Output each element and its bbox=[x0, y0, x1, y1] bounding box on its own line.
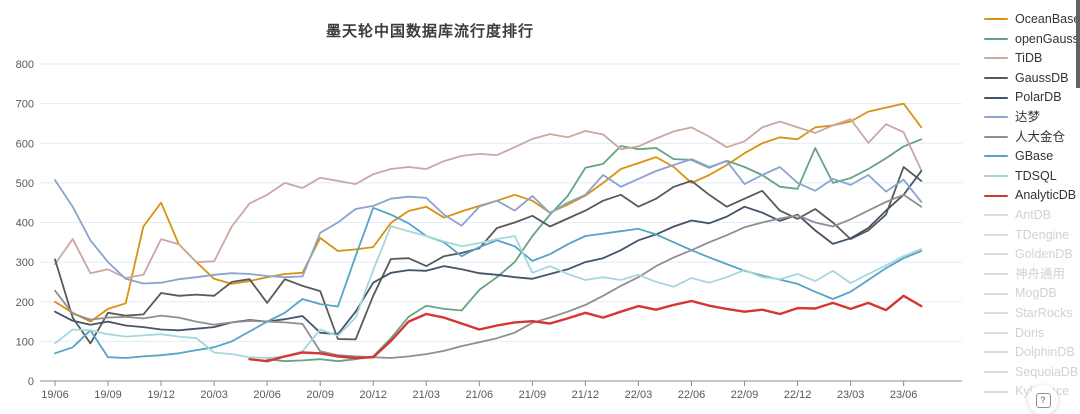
y-axis-label: 400 bbox=[16, 218, 34, 230]
legend-label: MogDB bbox=[1015, 286, 1057, 301]
series-line-TiDB bbox=[54, 118, 923, 279]
y-axis-label: 0 bbox=[28, 376, 34, 388]
y-axis-label: 100 bbox=[16, 336, 34, 348]
legend-label: GaussDB bbox=[1015, 70, 1069, 85]
legend-item-TDengine[interactable]: TDengine bbox=[984, 229, 1080, 242]
legend-item-PolarDB[interactable]: PolarDB bbox=[984, 91, 1080, 104]
x-axis-label: 23/03 bbox=[837, 389, 865, 401]
legend-label: SequoiaDB bbox=[1015, 364, 1079, 379]
legend-line-icon bbox=[984, 57, 1008, 60]
series-line-openGauss bbox=[266, 138, 923, 363]
legend-item-GBase[interactable]: GBase bbox=[984, 150, 1080, 163]
legend-label: 人大金仓 bbox=[1015, 129, 1066, 144]
legend-line-icon bbox=[984, 37, 1008, 40]
legend-line-icon bbox=[984, 390, 1008, 393]
legend-item-AntDB[interactable]: AntDB bbox=[984, 209, 1080, 222]
legend-item-OceanBase[interactable]: OceanBase bbox=[984, 13, 1080, 26]
x-axis-label: 22/06 bbox=[678, 389, 706, 401]
legend-label: openGauss bbox=[1015, 31, 1079, 46]
legend-line-icon bbox=[984, 77, 1008, 80]
y-axis-label: 500 bbox=[16, 178, 34, 190]
legend-line-icon bbox=[984, 331, 1008, 334]
x-axis-label: 19/09 bbox=[94, 389, 122, 401]
series-line-AnalyticDB bbox=[248, 294, 923, 363]
legend-label: GoldenDB bbox=[1015, 247, 1073, 262]
legend-line-icon bbox=[984, 155, 1008, 158]
legend-item-神舟通用[interactable]: 神舟通用 bbox=[984, 268, 1080, 281]
legend-label: TDSQL bbox=[1015, 168, 1057, 183]
legend-label: OceanBase bbox=[1015, 12, 1080, 27]
x-axis-label: 21/09 bbox=[519, 389, 547, 401]
x-axis-label: 23/06 bbox=[890, 389, 918, 401]
legend-line-icon bbox=[984, 253, 1008, 256]
chart-title: 墨天轮中国数据库流行度排行 bbox=[325, 23, 534, 40]
x-axis-label: 20/06 bbox=[253, 389, 281, 401]
line-chart-canvas[interactable]: 0 100 200 300 400 500 600 700 800 19/06 19/09 19/12… bbox=[0, 0, 975, 410]
legend-item-达梦[interactable]: 达梦 bbox=[984, 111, 1080, 124]
x-axis-label: 20/03 bbox=[200, 389, 228, 401]
legend-item-人大金仓[interactable]: 人大金仓 bbox=[984, 131, 1080, 144]
legend-line-icon bbox=[984, 312, 1008, 315]
x-axis-label: 19/06 bbox=[41, 389, 69, 401]
legend-label: 神舟通用 bbox=[1015, 266, 1066, 281]
legend-line-icon bbox=[984, 233, 1008, 236]
legend: OceanBase openGauss TiDB GaussDB PolarDB 达梦人大… bbox=[984, 13, 1080, 405]
legend-label: 达梦 bbox=[1015, 110, 1041, 125]
legend-item-openGauss[interactable]: openGauss bbox=[984, 33, 1080, 46]
x-axis-label: 20/09 bbox=[306, 389, 334, 401]
legend-label: Doris bbox=[1015, 325, 1045, 340]
legend-item-SequoiaDB[interactable]: SequoiaDB bbox=[984, 366, 1080, 379]
x-axis-label: 19/12 bbox=[147, 389, 175, 401]
question-box-icon: ? bbox=[1035, 392, 1051, 408]
x-axis-label: 20/12 bbox=[359, 389, 387, 401]
legend-label: StarRocks bbox=[1015, 305, 1073, 320]
series-line-TDSQL bbox=[54, 225, 923, 359]
help-button[interactable]: ? bbox=[1028, 385, 1058, 414]
legend-label: AntDB bbox=[1015, 207, 1052, 222]
legend-item-TDSQL[interactable]: TDSQL bbox=[984, 170, 1080, 183]
legend-label: TiDB bbox=[1015, 51, 1043, 66]
legend-line-icon bbox=[984, 96, 1008, 99]
legend-item-GaussDB[interactable]: GaussDB bbox=[984, 72, 1080, 85]
x-axis-label: 21/06 bbox=[466, 389, 494, 401]
series-line-达梦 bbox=[54, 158, 923, 285]
series-line-人大金仓 bbox=[54, 193, 923, 359]
legend-item-GoldenDB[interactable]: GoldenDB bbox=[984, 248, 1080, 261]
scrollbar-thumb[interactable] bbox=[1076, 0, 1080, 88]
legend-label: GBase bbox=[1015, 149, 1054, 164]
legend-item-Doris[interactable]: Doris bbox=[984, 327, 1080, 340]
legend-line-icon bbox=[984, 194, 1008, 197]
legend-line-icon bbox=[984, 116, 1008, 119]
legend-label: PolarDB bbox=[1015, 90, 1062, 105]
legend-label: DolphinDB bbox=[1015, 345, 1075, 360]
y-axis-label: 200 bbox=[16, 297, 34, 309]
y-axis-label: 600 bbox=[16, 138, 34, 150]
legend-line-icon bbox=[984, 292, 1008, 295]
legend-label: AnalyticDB bbox=[1015, 188, 1077, 203]
x-axis-label: 21/03 bbox=[413, 389, 441, 401]
y-axis-label: 700 bbox=[16, 99, 34, 111]
legend-line-icon bbox=[984, 214, 1008, 217]
legend-item-DolphinDB[interactable]: DolphinDB bbox=[984, 346, 1080, 359]
legend-item-StarRocks[interactable]: StarRocks bbox=[984, 307, 1080, 320]
legend-label: TDengine bbox=[1015, 227, 1070, 242]
y-axis-label: 300 bbox=[16, 257, 34, 269]
legend-line-icon bbox=[984, 370, 1008, 373]
y-axis-label: 800 bbox=[16, 59, 34, 71]
legend-line-icon bbox=[984, 351, 1008, 354]
x-axis-label: 21/12 bbox=[572, 389, 600, 401]
legend-line-icon bbox=[984, 18, 1008, 21]
series-line-OceanBase bbox=[54, 102, 923, 323]
x-axis-label: 22/09 bbox=[731, 389, 759, 401]
legend-line-icon bbox=[984, 273, 1008, 276]
legend-item-AnalyticDB[interactable]: AnalyticDB bbox=[984, 189, 1080, 202]
series-line-GaussDB bbox=[54, 166, 923, 345]
x-axis-label: 22/12 bbox=[784, 389, 812, 401]
legend-item-MogDB[interactable]: MogDB bbox=[984, 287, 1080, 300]
legend-line-icon bbox=[984, 175, 1008, 178]
legend-item-TiDB[interactable]: TiDB bbox=[984, 52, 1080, 65]
legend-line-icon bbox=[984, 135, 1008, 138]
x-axis-label: 22/03 bbox=[625, 389, 653, 401]
